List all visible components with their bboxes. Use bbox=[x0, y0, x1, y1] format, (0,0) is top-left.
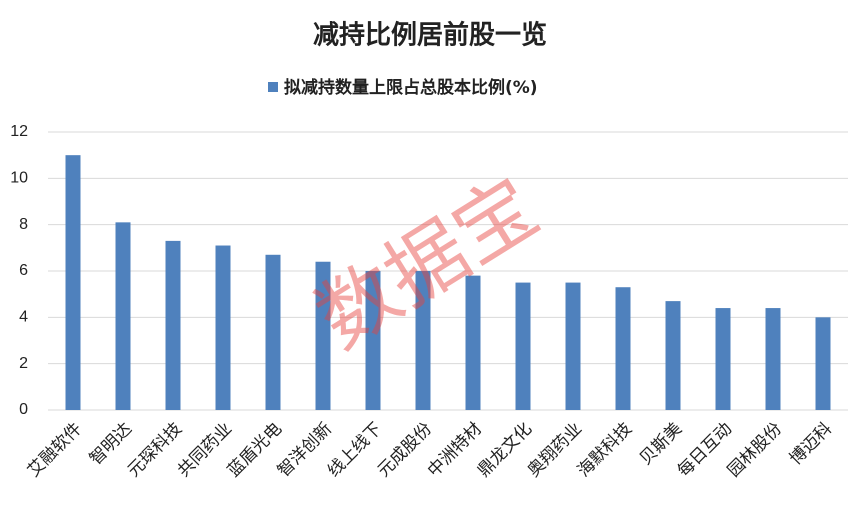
bar bbox=[765, 308, 781, 410]
chart-title: 减持比例居前股一览 bbox=[313, 20, 547, 51]
bar bbox=[215, 245, 231, 410]
bar bbox=[415, 271, 431, 410]
bar bbox=[615, 287, 631, 410]
bar bbox=[515, 282, 531, 410]
x-tick-label: 智洋创新 bbox=[274, 419, 336, 481]
y-tick-label: 12 bbox=[10, 123, 28, 140]
x-tick-label: 元成股份 bbox=[374, 419, 436, 481]
x-tick-label: 园林股份 bbox=[724, 419, 786, 481]
legend-swatch bbox=[268, 82, 278, 92]
x-tick-label: 中洲特材 bbox=[424, 419, 486, 481]
x-tick-label: 蓝盾光电 bbox=[224, 419, 286, 481]
x-tick-label: 奥翔药业 bbox=[524, 419, 586, 481]
y-tick-label: 4 bbox=[19, 309, 28, 326]
bar bbox=[365, 271, 381, 410]
bar bbox=[65, 155, 81, 410]
bar bbox=[815, 317, 831, 410]
x-tick-label: 每日互动 bbox=[674, 419, 736, 481]
bar bbox=[665, 301, 681, 410]
bar bbox=[315, 261, 331, 410]
legend-label: 拟减持数量上限占总股本比例(%) bbox=[284, 77, 538, 98]
x-tick-label: 元琛科技 bbox=[124, 419, 186, 481]
bar bbox=[465, 275, 481, 410]
x-tick-label: 博迈科 bbox=[786, 419, 836, 469]
y-tick-label: 2 bbox=[19, 355, 28, 372]
y-tick-label: 6 bbox=[19, 262, 28, 279]
bar bbox=[565, 282, 581, 410]
bar bbox=[165, 240, 181, 410]
bar bbox=[115, 222, 131, 410]
bar bbox=[265, 254, 281, 410]
bar bbox=[715, 308, 731, 410]
y-tick-label: 0 bbox=[19, 401, 28, 418]
x-tick-label: 艾融软件 bbox=[24, 419, 86, 481]
x-tick-label: 线上线下 bbox=[324, 419, 386, 481]
x-tick-label: 共同药业 bbox=[174, 419, 236, 481]
y-tick-label: 8 bbox=[19, 216, 28, 233]
x-tick-label: 海默科技 bbox=[574, 419, 636, 481]
x-tick-label: 鼎龙文化 bbox=[474, 419, 536, 481]
y-tick-label: 10 bbox=[10, 170, 28, 187]
